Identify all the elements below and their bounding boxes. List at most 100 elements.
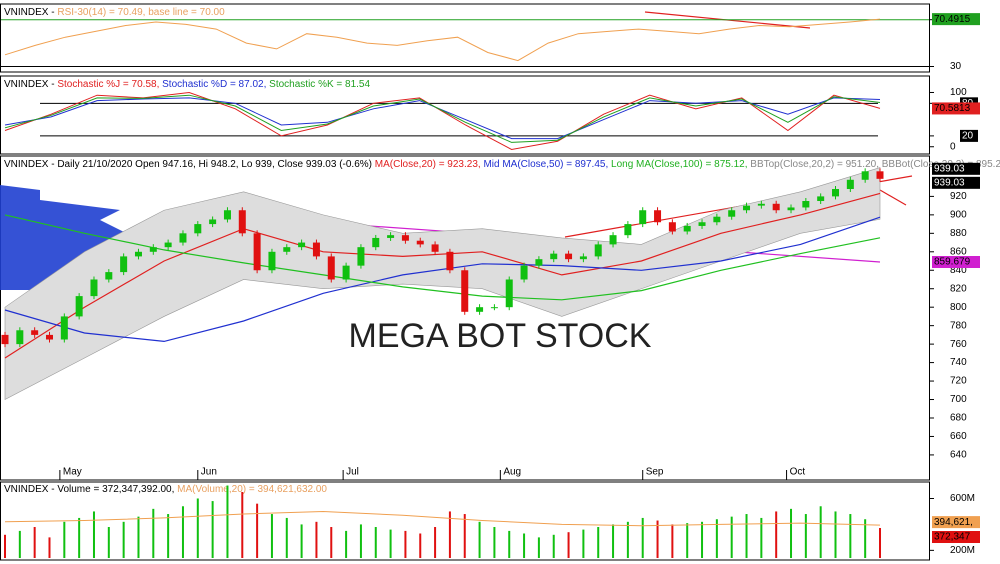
volume-bar (641, 517, 644, 558)
header-part: Stochastic %J = 70.58, (57, 79, 159, 90)
price-frame (0, 155, 930, 481)
volume-bar (849, 514, 852, 558)
value-box-label: 859.679 (934, 257, 971, 268)
x-tick-label: Aug (503, 467, 521, 478)
volume-bar (78, 517, 81, 558)
candle-body (683, 225, 691, 232)
candle-body (327, 256, 335, 280)
candle-body (283, 247, 291, 252)
volume-bar (552, 534, 555, 558)
candle-body (520, 265, 528, 280)
volume-bar (508, 530, 511, 558)
y-tick-label: 860 (950, 246, 967, 257)
volume-bar (241, 492, 244, 558)
candle-body (401, 235, 409, 241)
candle-body (846, 179, 854, 190)
header-part: BBTop(Close,20,2) = 951.20, (750, 159, 881, 170)
candle-body (372, 237, 380, 248)
y-tick-label: 840 (950, 265, 967, 276)
volume-bar (582, 529, 585, 558)
volume-bar (879, 528, 881, 558)
volume-bar (656, 520, 659, 558)
y-tick-label: 680 (950, 413, 967, 424)
volume-bar (300, 524, 303, 558)
stoch-line (4, 94, 881, 143)
y-tick-label: 640 (950, 450, 967, 461)
volume-bar (567, 532, 570, 558)
value-box-label: 70.5813 (934, 103, 971, 114)
volume-bar (626, 521, 629, 558)
candle-body (446, 251, 454, 271)
volume-bar (804, 514, 807, 558)
candle-body (579, 256, 587, 260)
value-box (932, 162, 980, 175)
y-tick-label: 740 (950, 357, 967, 368)
volume-bar (745, 514, 748, 558)
volume-bar (226, 485, 229, 558)
volume-bar (63, 521, 66, 558)
header-part: VNINDEX - (4, 7, 57, 18)
volume-bar (493, 527, 496, 558)
value-box-label: 939.03 (934, 177, 965, 188)
x-tick-label: Oct (790, 467, 806, 478)
volume-bar (359, 524, 362, 558)
volume-bar (790, 508, 793, 558)
y-tick-label: 780 (950, 320, 967, 331)
moving-average (4, 192, 881, 359)
candle-body (342, 265, 350, 280)
candle-body (817, 196, 825, 202)
header-part: VNINDEX - Daily 21/10/2020 Open 947.16, … (4, 159, 375, 170)
candle-body (802, 201, 810, 208)
header-part: MA(Close,20) = 923.23, (375, 159, 484, 170)
volume-bar (345, 530, 348, 558)
volume-bar (285, 517, 288, 558)
candle-body (164, 242, 172, 248)
candle-body (594, 244, 602, 257)
panel-header: VNINDEX - Stochastic %J = 70.58, Stochas… (4, 79, 370, 90)
candle-body (60, 316, 68, 340)
candle-body (179, 233, 187, 243)
y-tick-label: 30 (950, 61, 962, 72)
y-tick-label: 760 (950, 339, 967, 350)
candle-body (357, 247, 365, 266)
header-part: MA(Volume,20) = 394,621,632.00 (177, 484, 327, 495)
volume-bar (389, 529, 392, 558)
candle-body (134, 251, 142, 257)
volume-bar (537, 537, 540, 558)
value-box-label: 372,347 (934, 532, 971, 543)
moving-average (4, 214, 881, 301)
volume-bar (448, 511, 451, 558)
candle-body (832, 189, 840, 197)
candle-body (505, 279, 513, 308)
volume-bar (463, 514, 466, 558)
volume-bar (33, 527, 36, 558)
volume-bar (671, 524, 674, 558)
candle-body (476, 307, 484, 312)
volume-profile (0, 185, 140, 290)
panel-header: VNINDEX - RSI-30(14) = 70.49, base line … (4, 7, 225, 18)
volume-frame (0, 481, 930, 561)
candle-body (861, 171, 869, 180)
volume-bar (374, 527, 377, 558)
volume-bar (478, 521, 481, 558)
candle-body (654, 210, 662, 223)
y-tick-label: 920 (950, 191, 967, 202)
candle-body (728, 210, 736, 217)
volume-bar (597, 527, 600, 558)
y-tick-label: 820 (950, 283, 967, 294)
value-box (932, 176, 980, 189)
candle-body (772, 203, 780, 211)
value-box-label: 70.4915 (934, 14, 971, 25)
volume-bar (152, 508, 155, 558)
candle-body (253, 233, 261, 271)
candle-body (31, 330, 39, 335)
value-box (932, 13, 980, 26)
volume-bar (92, 511, 95, 558)
candle-body (223, 210, 231, 220)
volume-bar (523, 533, 526, 558)
volume-ma (4, 510, 881, 527)
volume-bar (137, 516, 140, 558)
rsi-frame (0, 3, 930, 73)
value-box-label: 939.03 (934, 163, 965, 174)
header-part: VNINDEX - Volume = 372,347,392.00, (4, 484, 177, 495)
